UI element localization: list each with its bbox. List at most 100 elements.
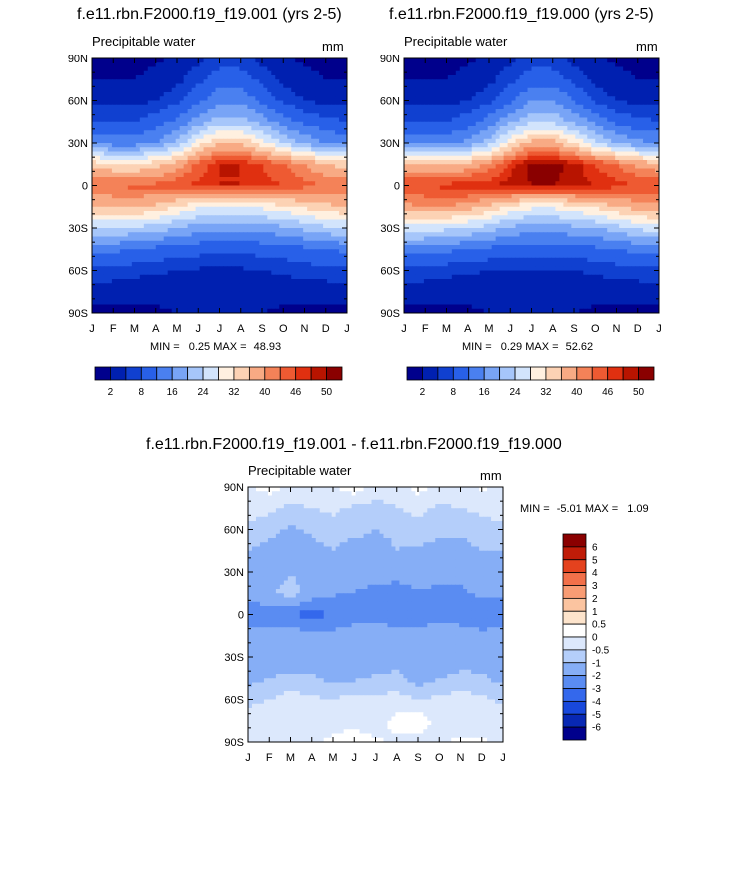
heatmap-cell: [307, 168, 312, 174]
heatmap-cell: [151, 160, 157, 165]
heatmap-cell: [447, 92, 453, 97]
heatmap-cell: [151, 92, 157, 97]
heatmap-cell: [287, 232, 292, 237]
heatmap-cell: [315, 164, 320, 169]
heatmap-cell: [343, 308, 348, 314]
heatmap-cell: [275, 274, 280, 280]
heatmap-cell: [311, 109, 316, 114]
heatmap-cell: [92, 185, 97, 191]
heatmap-cell: [475, 121, 481, 127]
heatmap-cell: [203, 113, 209, 118]
heatmap-cell: [263, 202, 268, 208]
heatmap-cell: [175, 113, 181, 118]
heatmap-cell: [275, 113, 280, 118]
heatmap-cell: [123, 232, 129, 237]
heatmap-cell: [131, 130, 137, 135]
heatmap-cell: [459, 79, 465, 84]
heatmap-cell: [243, 160, 248, 165]
heatmap-cell: [163, 151, 169, 157]
y-tick-label: 60N: [68, 96, 88, 108]
heatmap-cell: [151, 79, 157, 84]
heatmap-cell: [487, 109, 493, 114]
heatmap-cell: [119, 219, 125, 225]
heatmap-cell: [263, 198, 268, 203]
heatmap-cell: [203, 181, 209, 186]
heatmap-cell: [299, 279, 304, 284]
heatmap-cell: [191, 151, 197, 157]
heatmap-cell: [327, 202, 332, 208]
heatmap-cell: [271, 245, 276, 250]
colorbar-swatch: [295, 366, 312, 381]
heatmap-cell: [103, 257, 109, 263]
heatmap-cell: [135, 189, 141, 195]
heatmap-cell: [455, 83, 461, 89]
heatmap-cell: [331, 223, 336, 229]
heatmap-cell: [283, 151, 288, 157]
heatmap-cell: [431, 62, 437, 67]
heatmap-cell: [407, 104, 413, 110]
heatmap-cell: [295, 253, 300, 259]
heatmap-cell: [523, 62, 529, 67]
heatmap-cell: [127, 134, 133, 140]
heatmap-cell: [163, 79, 169, 84]
heatmap-cell: [331, 232, 336, 237]
heatmap-cell: [287, 83, 292, 89]
heatmap-cell: [167, 300, 173, 305]
heatmap-cell: [471, 75, 477, 80]
heatmap-cell: [651, 92, 656, 97]
heatmap-cell: [191, 138, 197, 144]
heatmap-cell: [103, 62, 109, 67]
heatmap-cell: [143, 206, 149, 212]
heatmap-cell: [463, 87, 469, 93]
heatmap-cell: [159, 138, 165, 144]
heatmap-cell: [191, 296, 197, 301]
heatmap-cell: [607, 70, 612, 76]
heatmap-cell: [335, 83, 340, 89]
heatmap-cell: [335, 206, 340, 212]
heatmap-cell: [231, 151, 236, 157]
heatmap-cell: [299, 177, 304, 182]
heatmap-cell: [523, 58, 529, 63]
heatmap-cell: [411, 100, 417, 106]
heatmap-cell: [139, 296, 145, 301]
heatmap-cell: [483, 92, 489, 97]
heatmap-cell: [559, 79, 564, 84]
heatmap-cell: [147, 155, 153, 161]
heatmap-cell: [163, 164, 169, 169]
heatmap-cell: [319, 266, 324, 271]
heatmap-cell: [455, 70, 461, 76]
heatmap-cell: [207, 279, 213, 284]
heatmap-cell: [163, 194, 169, 199]
heatmap-cell: [535, 75, 540, 80]
heatmap-cell: [299, 62, 304, 67]
heatmap-cell: [191, 66, 197, 72]
heatmap-cell: [319, 83, 324, 89]
heatmap-cell: [215, 134, 220, 140]
heatmap-cell: [123, 279, 129, 284]
heatmap-cell: [175, 206, 181, 212]
heatmap-cell: [147, 75, 153, 80]
heatmap-cell: [255, 181, 260, 186]
heatmap-cell: [287, 70, 292, 76]
heatmap-cell: [175, 245, 181, 250]
heatmap-cell: [107, 296, 113, 301]
heatmap-cell: [171, 100, 177, 106]
heatmap-cell: [115, 198, 121, 203]
heatmap-cell: [147, 266, 153, 271]
heatmap-cell: [404, 96, 409, 101]
heatmap-cell: [119, 245, 125, 250]
heatmap-cell: [195, 279, 201, 284]
heatmap-cell: [275, 211, 280, 216]
heatmap-cell: [175, 155, 181, 161]
heatmap-cell: [143, 283, 149, 288]
heatmap-cell: [155, 202, 161, 208]
heatmap-cell: [247, 300, 252, 305]
heatmap-cell: [215, 253, 220, 259]
heatmap-cell: [247, 245, 252, 250]
heatmap-cell: [195, 185, 201, 191]
heatmap-cell: [207, 83, 213, 89]
heatmap-cell: [159, 134, 165, 140]
heatmap-cell: [191, 121, 197, 127]
heatmap-cell: [227, 62, 232, 67]
heatmap-cell: [235, 211, 240, 216]
